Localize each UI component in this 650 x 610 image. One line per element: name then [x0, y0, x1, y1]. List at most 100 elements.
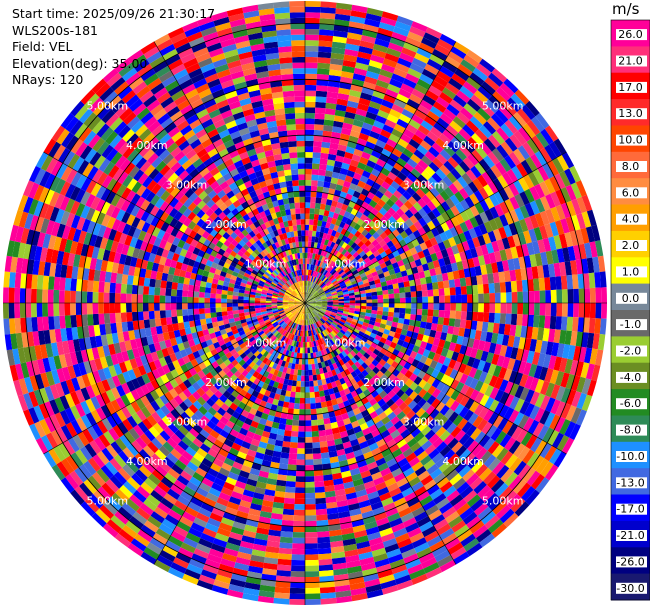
velocity-bin	[203, 334, 211, 342]
velocity-bin	[354, 230, 362, 238]
velocity-bin	[335, 251, 342, 258]
velocity-bin	[339, 329, 346, 335]
velocity-bin	[127, 542, 144, 557]
velocity-bin	[338, 269, 345, 275]
velocity-bin	[49, 384, 60, 400]
velocity-bin	[321, 331, 327, 337]
velocity-bin	[518, 127, 532, 142]
velocity-bin	[43, 451, 57, 468]
velocity-bin	[343, 296, 350, 299]
velocity-bin	[322, 232, 328, 240]
velocity-bin	[417, 250, 426, 259]
velocity-bin	[459, 373, 469, 385]
velocity-bin	[409, 350, 418, 359]
velocity-bin	[404, 209, 414, 219]
velocity-bin	[75, 303, 82, 315]
velocity-bin	[323, 479, 334, 487]
velocity-bin	[271, 507, 284, 515]
velocity-bin	[277, 300, 283, 302]
velocity-bin	[567, 246, 576, 261]
velocity-bin	[442, 465, 455, 477]
velocity-bin	[529, 338, 537, 352]
velocity-bin	[345, 451, 356, 460]
velocity-bin	[315, 402, 322, 409]
velocity-bin	[403, 41, 419, 53]
velocity-bin	[285, 318, 290, 324]
velocity-bin	[449, 369, 459, 380]
velocity-bin	[214, 330, 222, 338]
velocity-bin	[151, 469, 165, 482]
velocity-bin	[463, 140, 476, 154]
velocity-bin	[466, 285, 473, 295]
velocity-bin	[370, 542, 385, 552]
velocity-bin	[451, 520, 467, 533]
velocity-bin	[185, 431, 196, 443]
velocity-bin	[316, 272, 321, 279]
velocity-bin	[284, 337, 290, 344]
velocity-bin	[140, 384, 150, 396]
velocity-bin	[316, 254, 321, 261]
velocity-bin	[315, 101, 326, 109]
velocity-bin	[372, 224, 381, 232]
velocity-bin	[338, 301, 345, 303]
velocity-bin	[278, 308, 284, 312]
velocity-bin	[469, 400, 480, 413]
velocity-bin	[146, 371, 156, 382]
velocity-bin	[160, 374, 170, 385]
velocity-bin	[247, 323, 254, 328]
velocity-bin	[467, 153, 479, 166]
velocity-bin	[289, 587, 305, 594]
velocity-bin	[310, 304, 316, 306]
velocity-bin	[342, 257, 349, 264]
velocity-bin	[311, 425, 319, 432]
velocity-bin	[37, 358, 46, 374]
velocity-bin	[210, 293, 216, 299]
velocity-bin	[473, 403, 485, 416]
velocity-bin	[444, 366, 454, 377]
velocity-bin	[80, 400, 91, 415]
velocity-bin	[475, 463, 488, 477]
velocity-bin	[297, 313, 301, 319]
velocity-bin	[307, 286, 310, 293]
velocity-bin	[319, 164, 327, 171]
velocity-bin	[427, 289, 434, 297]
velocity-bin	[372, 90, 386, 100]
velocity-bin	[103, 303, 110, 314]
velocity-bin	[327, 298, 333, 301]
velocity-bin	[460, 59, 476, 73]
velocity-bin	[313, 464, 323, 471]
velocity-bin	[249, 310, 256, 315]
velocity-bin	[393, 98, 407, 109]
velocity-bin	[223, 358, 232, 367]
velocity-bin	[262, 357, 269, 364]
velocity-bin	[94, 358, 103, 371]
velocity-bin	[376, 378, 385, 387]
velocity-bin	[347, 232, 355, 240]
velocity-bin	[431, 207, 441, 218]
velocity-bin	[196, 419, 207, 429]
velocity-bin	[414, 511, 428, 523]
velocity-bin	[242, 592, 259, 602]
velocity-bin	[381, 181, 391, 190]
velocity-bin	[91, 512, 107, 528]
velocity-bin	[84, 497, 100, 513]
velocity-bin	[375, 79, 390, 89]
velocity-bin	[133, 329, 141, 339]
velocity-bin	[595, 287, 602, 303]
velocity-bin	[450, 334, 459, 344]
velocity-bin	[245, 379, 254, 388]
velocity-bin	[131, 311, 139, 322]
velocity-bin	[167, 567, 185, 579]
velocity-bin	[565, 373, 576, 390]
velocity-bin	[341, 327, 348, 333]
velocity-bin	[368, 100, 382, 110]
velocity-bin	[229, 466, 241, 476]
velocity-bin	[374, 321, 381, 328]
velocity-bin	[146, 414, 158, 427]
velocity-bin	[268, 361, 275, 368]
velocity-bin	[202, 401, 212, 412]
velocity-bin	[343, 250, 350, 258]
velocity-bin	[411, 331, 419, 340]
velocity-bin	[364, 366, 373, 374]
velocity-bin	[311, 419, 318, 426]
